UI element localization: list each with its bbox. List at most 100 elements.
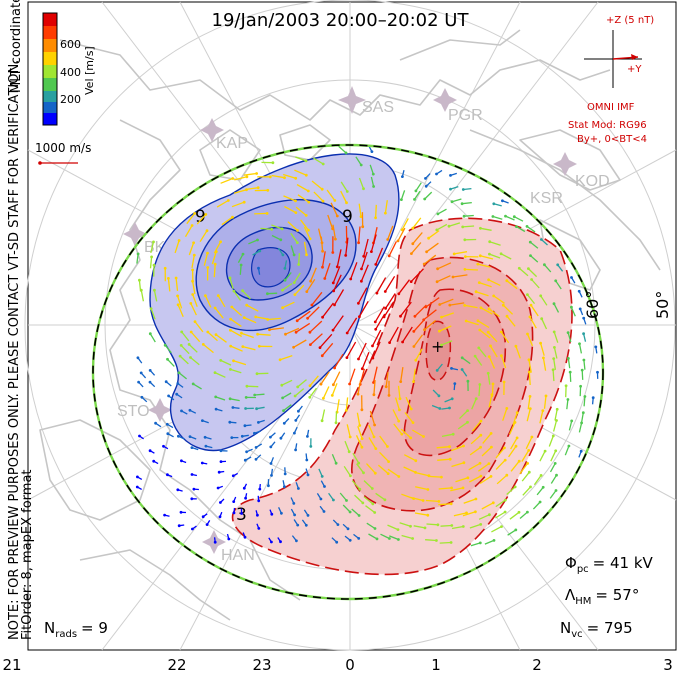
velocity-vector-origin <box>438 329 441 333</box>
velocity-vector <box>229 398 240 402</box>
velocity-vector <box>400 190 406 200</box>
velocity-vector-origin <box>514 528 518 532</box>
velocity-vector-origin <box>296 385 300 389</box>
velocity-vector-origin <box>503 498 507 502</box>
velocity-vector <box>549 463 556 473</box>
velocity-vector <box>570 306 576 317</box>
velocity-vector-origin <box>297 263 301 266</box>
velocity-vector <box>413 190 421 200</box>
velocity-vector <box>310 267 317 282</box>
velocity-vector-origin <box>512 215 516 219</box>
velocity-vector-origin <box>280 227 284 231</box>
velocity-vector <box>369 164 374 175</box>
velocity-vector-origin <box>399 314 402 318</box>
velocity-vector-origin <box>422 435 425 438</box>
velocity-vector <box>387 225 394 240</box>
velocity-vector-origin <box>423 526 427 530</box>
velocity-vector-origin <box>280 383 284 387</box>
velocity-vector-origin <box>219 501 222 504</box>
velocity-vector-origin <box>360 437 364 440</box>
velocity-vector-origin <box>253 431 256 435</box>
velocity-vector-origin <box>148 380 152 384</box>
velocity-vector-origin <box>344 254 348 257</box>
velocity-vector-origin <box>374 327 378 331</box>
velocity-vector-origin <box>448 457 452 461</box>
velocity-vector-origin <box>190 446 194 449</box>
velocity-vector-origin <box>359 215 363 219</box>
velocity-vector <box>548 435 554 447</box>
negative-cell-core <box>251 247 291 288</box>
velocity-vector-origin <box>514 344 518 348</box>
velocity-vector-origin <box>357 301 360 305</box>
velocity-vector <box>345 237 349 256</box>
velocity-vector <box>360 251 368 270</box>
velocity-vector-origin <box>240 512 244 515</box>
velocity-vector-origin <box>257 499 261 503</box>
velocity-vector-origin <box>479 523 483 526</box>
velocity-vector-origin <box>279 540 282 544</box>
svg-text:PGR: PGR <box>448 107 483 124</box>
velocity-vector-origin <box>349 474 352 478</box>
velocity-vector-origin <box>505 407 509 410</box>
colorbar-tick-200: 200 <box>60 93 81 106</box>
imf-condition: By+, 0<BT<4 <box>577 134 647 145</box>
velocity-vector-origin <box>192 487 196 491</box>
velocity-vector <box>536 486 544 496</box>
velocity-vector <box>346 317 358 334</box>
velocity-vector-origin <box>295 241 299 245</box>
velocity-vector <box>479 475 492 485</box>
velocity-vector <box>290 245 295 256</box>
velocity-vector-origin <box>278 358 282 362</box>
velocity-vector <box>150 241 155 254</box>
velocity-vector <box>387 524 399 531</box>
velocity-vector-origin <box>517 459 521 463</box>
velocity-vector-origin <box>396 239 400 243</box>
velocity-vector-origin <box>292 253 296 257</box>
velocity-vector <box>462 201 472 205</box>
velocity-vector-origin <box>293 431 296 435</box>
velocity-vector <box>459 410 469 420</box>
velocity-vector-origin <box>204 294 207 297</box>
velocity-vector-origin <box>370 487 374 490</box>
velocity-vector <box>449 302 465 306</box>
velocity-vector-origin <box>503 458 507 462</box>
velocity-vector-origin <box>413 314 417 318</box>
imf-source: OMNI IMF <box>587 102 635 113</box>
velocity-vector-origin <box>570 276 573 279</box>
velocity-vector <box>321 342 334 357</box>
velocity-vector-origin <box>499 330 503 334</box>
velocity-vector-origin <box>478 254 482 258</box>
velocity-vector-origin <box>486 371 490 375</box>
velocity-vector-origin <box>450 200 454 204</box>
velocity-vector <box>509 511 520 520</box>
hm-boundary <box>91 143 605 601</box>
velocity-vector-origin <box>228 420 232 424</box>
velocity-vector <box>480 307 493 315</box>
velocity-vector-origin <box>321 265 324 269</box>
velocity-vector <box>451 198 462 203</box>
velocity-vector-origin <box>555 419 558 422</box>
mlt-coordinates-label: MLT coordinates <box>9 0 24 93</box>
velocity-vector-origin <box>345 499 348 502</box>
velocity-vector <box>311 291 323 306</box>
velocity-vector <box>464 214 474 217</box>
velocity-vector <box>260 227 272 230</box>
velocity-vector <box>569 372 572 382</box>
velocity-vector <box>350 262 358 280</box>
velocity-vector-origin <box>231 177 235 180</box>
velocity-vector-origin <box>270 512 274 516</box>
velocity-vector <box>428 230 440 239</box>
velocity-vector-origin <box>409 436 413 440</box>
velocity-vector <box>478 463 490 472</box>
velocity-vector-origin <box>282 421 286 425</box>
velocity-vector <box>150 308 156 320</box>
velocity-vector-origin <box>229 328 232 332</box>
negative-contour-label-1: 9 <box>195 207 206 227</box>
velocity-vector <box>518 267 529 277</box>
velocity-vector-origin <box>474 397 478 401</box>
velocity-vector-origin <box>387 394 391 397</box>
mlt-tick: 22 <box>167 656 186 674</box>
velocity-vector <box>269 327 284 331</box>
velocity-vector <box>412 368 416 382</box>
